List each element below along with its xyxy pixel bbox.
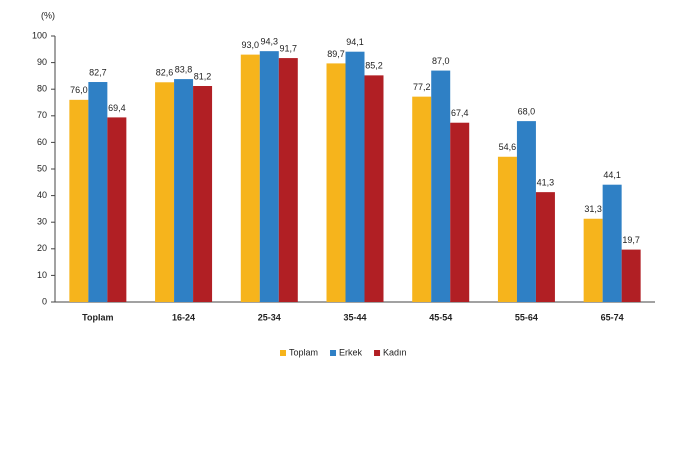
value-label: 76,0 bbox=[70, 85, 88, 95]
y-tick-label: 30 bbox=[37, 217, 47, 227]
value-label: 19,7 bbox=[622, 235, 640, 245]
x-tick-label: Toplam bbox=[82, 312, 113, 322]
bar bbox=[107, 117, 127, 302]
bar bbox=[535, 192, 555, 302]
bar bbox=[88, 82, 108, 302]
value-label: 94,1 bbox=[346, 37, 364, 47]
bar bbox=[240, 54, 260, 303]
bar bbox=[155, 82, 175, 302]
value-label: 82,7 bbox=[89, 67, 107, 77]
y-axis-label: (%) bbox=[41, 10, 55, 20]
value-label: 93,0 bbox=[242, 40, 260, 50]
bar bbox=[345, 51, 365, 302]
x-tick-label: 35-44 bbox=[343, 312, 366, 322]
value-label: 31,3 bbox=[584, 204, 602, 214]
value-label: 94,3 bbox=[261, 37, 279, 47]
y-tick-label: 70 bbox=[37, 110, 47, 120]
x-tick-label: 45-54 bbox=[429, 312, 452, 322]
legend-swatch bbox=[280, 350, 286, 356]
x-tick-label: 55-64 bbox=[515, 312, 538, 322]
bar bbox=[497, 156, 517, 302]
value-label: 77,2 bbox=[413, 82, 431, 92]
value-label: 91,7 bbox=[280, 43, 298, 53]
value-label: 68,0 bbox=[518, 106, 536, 116]
y-tick-label: 90 bbox=[37, 57, 47, 67]
legend-label: Erkek bbox=[339, 347, 363, 357]
x-tick-label: 16-24 bbox=[172, 312, 195, 322]
bar bbox=[450, 122, 470, 302]
value-label: 44,1 bbox=[603, 170, 621, 180]
bar bbox=[259, 51, 279, 302]
legend-swatch bbox=[330, 350, 337, 356]
value-label: 89,7 bbox=[327, 49, 345, 59]
bar bbox=[174, 79, 194, 302]
y-tick-label: 80 bbox=[37, 84, 47, 94]
value-label: 67,4 bbox=[451, 108, 469, 118]
legend-swatch bbox=[374, 350, 381, 356]
y-tick-label: 40 bbox=[37, 190, 47, 200]
value-label: 82,6 bbox=[156, 68, 174, 78]
y-tick-label: 60 bbox=[37, 137, 47, 147]
y-tick-label: 20 bbox=[37, 243, 47, 253]
bar bbox=[364, 75, 384, 302]
bar bbox=[602, 184, 622, 302]
bar bbox=[583, 218, 603, 302]
bar bbox=[621, 249, 641, 302]
legend-label: Toplam bbox=[289, 347, 318, 357]
bar bbox=[326, 63, 346, 303]
bar bbox=[412, 96, 432, 302]
value-label: 83,8 bbox=[175, 64, 193, 74]
y-tick-label: 10 bbox=[37, 270, 47, 280]
legend-label: Kadın bbox=[383, 347, 407, 357]
bar bbox=[69, 99, 89, 302]
bar bbox=[193, 86, 213, 303]
x-tick-label: 65-74 bbox=[601, 312, 624, 322]
bar bbox=[431, 70, 451, 302]
value-label: 85,2 bbox=[365, 61, 383, 71]
value-label: 87,0 bbox=[432, 56, 450, 66]
value-label: 54,6 bbox=[499, 142, 517, 152]
x-tick-label: 25-34 bbox=[258, 312, 281, 322]
y-tick-label: 100 bbox=[32, 30, 47, 40]
value-label: 69,4 bbox=[108, 103, 126, 113]
bar bbox=[516, 121, 536, 303]
y-tick-label: 0 bbox=[42, 296, 47, 306]
y-tick-label: 50 bbox=[37, 163, 47, 173]
value-label: 41,3 bbox=[537, 178, 555, 188]
value-label: 81,2 bbox=[194, 71, 212, 81]
bar bbox=[278, 58, 298, 302]
